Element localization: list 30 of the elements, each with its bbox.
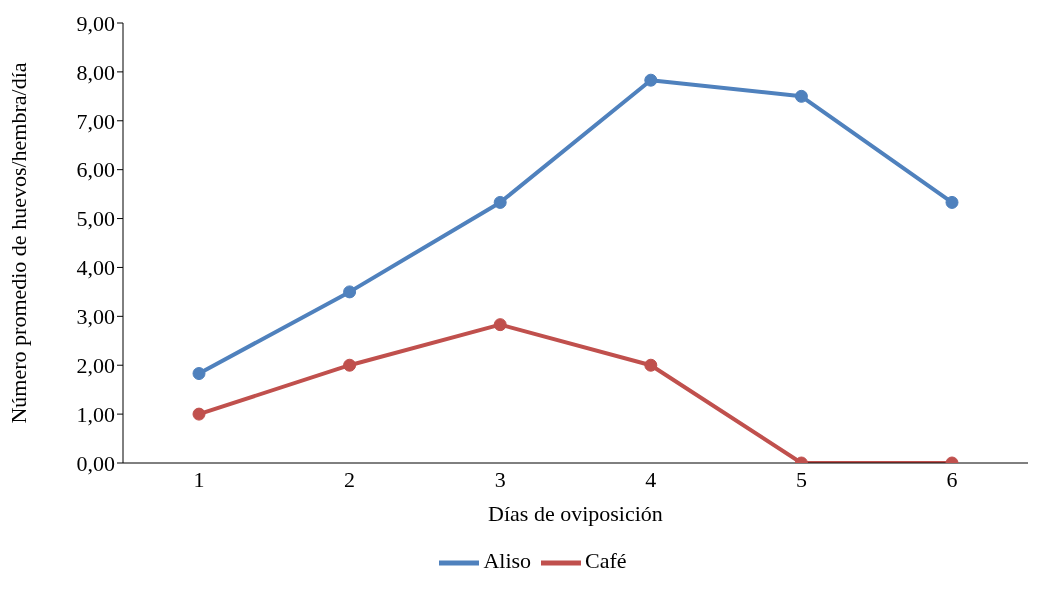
x-tick-label: 2	[344, 466, 356, 492]
point	[644, 73, 658, 87]
point	[343, 358, 357, 372]
x-tick-label: 3	[494, 466, 506, 492]
x-axis-title: Días de oviposición	[488, 501, 663, 526]
y-tick-label: 5,00	[76, 206, 115, 232]
point	[794, 89, 808, 103]
y-tick-label: 6,00	[76, 157, 115, 183]
point	[493, 195, 507, 209]
y-tick-label: 9,00	[76, 10, 115, 36]
legend-label: Café	[585, 548, 627, 574]
y-tick-label: 0,00	[76, 450, 115, 476]
y-axis-title: Número promedio de huevos/hembra/día	[5, 62, 31, 424]
point	[343, 285, 357, 299]
x-tick-label: 1	[193, 466, 205, 492]
point	[192, 367, 206, 381]
x-tick-label: 5	[795, 466, 807, 492]
y-tick-label: 1,00	[76, 401, 115, 427]
point	[192, 407, 206, 421]
legend-label: Aliso	[483, 548, 532, 574]
point	[493, 318, 507, 332]
y-tick-label: 3,00	[76, 304, 115, 330]
x-tick-label: 6	[946, 466, 958, 492]
y-tick-label: 7,00	[76, 108, 115, 134]
x-tick-label: 4	[645, 466, 657, 492]
point	[945, 195, 959, 209]
point	[644, 358, 658, 372]
y-tick-label: 8,00	[76, 59, 115, 85]
y-tick-label: 2,00	[76, 353, 115, 379]
y-tick-label: 4,00	[76, 255, 115, 281]
